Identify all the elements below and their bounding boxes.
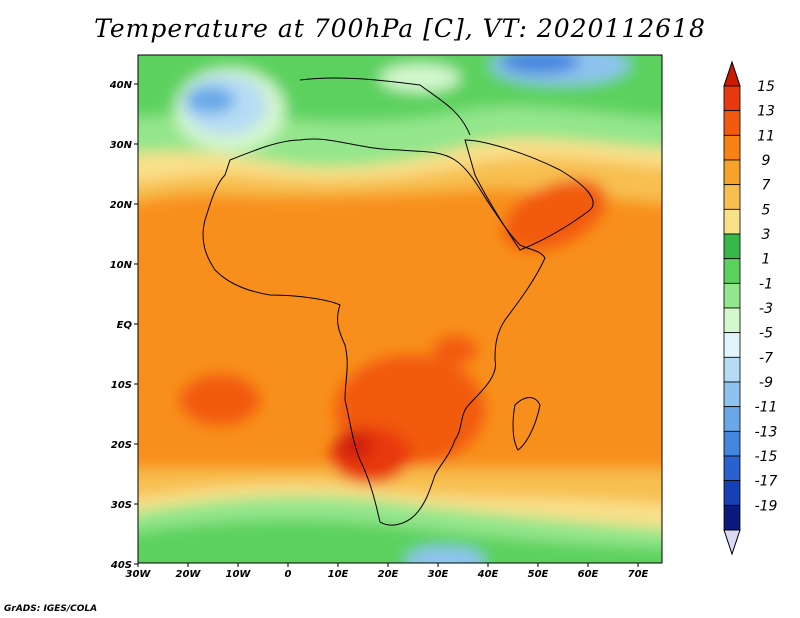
map-title: Temperature at 700hPa [C], VT: 202011261… — [94, 14, 706, 43]
colorbar-label: -5 — [759, 326, 773, 342]
lon-tick-label: 40E — [477, 569, 499, 580]
colorbar-label: -9 — [759, 375, 773, 391]
lat-tick-label: 20S — [111, 440, 132, 451]
colorbar-swatch — [723, 282, 741, 309]
coastlines — [202, 77, 594, 526]
colorbar-swatch — [723, 184, 741, 210]
lon-tick-label: 30E — [428, 569, 449, 580]
colorbar-swatch — [723, 134, 741, 161]
colorbar-swatch — [723, 406, 741, 432]
colorbar-label: 3 — [762, 227, 771, 243]
colorbar-label: -19 — [755, 498, 778, 514]
lon-tick-label: 60E — [578, 569, 599, 580]
lon-tick-label: 50E — [528, 569, 549, 580]
lat-tick-label: 40N — [109, 80, 133, 91]
colorbar-label: -15 — [755, 449, 778, 465]
colorbar-swatch — [723, 159, 741, 186]
colorbar-label: 13 — [757, 104, 775, 120]
colorbar-label: -17 — [755, 474, 778, 490]
colorbar-swatch — [723, 110, 741, 136]
colorbar-label: -13 — [755, 424, 778, 440]
colorbar-under-triangle — [723, 529, 741, 556]
colorbar-swatch — [723, 455, 741, 482]
colorbar-swatch — [723, 85, 741, 112]
lon-tick-label: 30W — [126, 569, 152, 580]
map-frame — [137, 54, 663, 564]
lon-tick-label: 70E — [628, 569, 649, 580]
temperature-field — [138, 55, 662, 563]
lon-tick-label: 10E — [328, 569, 349, 580]
lon-tick-label: 20E — [378, 569, 399, 580]
colorbar-swatch — [723, 307, 741, 334]
lat-tick-label: 10N — [110, 260, 133, 271]
colorbar-label: 1 — [762, 252, 771, 268]
lat-tick-label: 30N — [110, 140, 133, 151]
lon-tick-label: 0 — [285, 569, 292, 580]
colorbar-swatch — [723, 258, 741, 284]
colorbar-label: -11 — [755, 400, 778, 416]
colorbar-label: -3 — [759, 301, 773, 317]
colorbar-swatch — [723, 332, 741, 358]
colorbar: 15 13 11 9 7 5 3 1 -1 -3 -5 -7 -9 -11 -13 -15 -17 -19 — [723, 60, 778, 556]
colorbar-swatch — [723, 356, 741, 383]
colorbar-swatch — [723, 480, 741, 506]
lat-tick-label: 30S — [111, 500, 132, 511]
colorbar-label: -1 — [759, 276, 773, 292]
colorbar-swatch — [723, 233, 741, 260]
colorbar-swatch — [723, 208, 741, 235]
lat-tick-label: 20N — [110, 200, 133, 211]
colorbar-label: 5 — [762, 202, 771, 218]
lat-tick-label: 40S — [110, 560, 132, 571]
colorbar-label: 11 — [757, 128, 775, 144]
colorbar-label: -7 — [759, 350, 773, 366]
lat-tick-label: 10S — [111, 380, 132, 391]
lon-tick-label: 10W — [226, 569, 252, 580]
colorbar-swatch — [723, 381, 741, 408]
latitude-axis: 40N 30N 20N 10N EQ 10S 20S 30S 40S — [109, 80, 138, 571]
colorbar-label: 15 — [757, 79, 775, 95]
longitude-axis: 30W 20W 10W 0 10E 20E 30E 40E 50E 60E 70E — [126, 563, 649, 580]
colorbar-over-triangle — [723, 60, 741, 87]
colorbar-swatch — [723, 504, 741, 531]
colorbar-label: 7 — [762, 178, 771, 194]
colorbar-swatch — [723, 430, 741, 457]
grads-credit: GrADS: IGES/COLA — [4, 604, 98, 614]
lat-tick-label: EQ — [117, 320, 133, 331]
colorbar-label: 9 — [762, 153, 771, 169]
lon-tick-label: 20W — [176, 569, 202, 580]
